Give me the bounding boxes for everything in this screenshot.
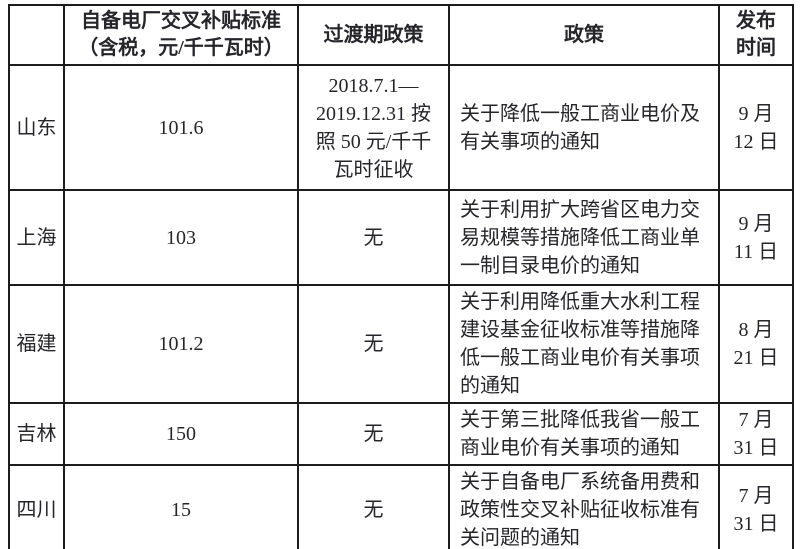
cell-policy: 关于第三批降低我省一般工商业电价有关事项的通知 <box>448 402 720 466</box>
cell-date: 7 月 31 日 <box>718 464 794 549</box>
cell-transition: 无 <box>297 464 450 549</box>
cell-policy: 关于自备电厂系统备用费和政策性交叉补贴征收标准有关问题的通知 <box>448 464 720 549</box>
table-row-jilin: 吉林 150 无 关于第三批降低我省一般工商业电价有关事项的通知 7 月 31 … <box>8 402 794 466</box>
cell-policy: 关于降低一般工商业电价及有关事项的通知 <box>448 64 720 191</box>
cell-transition: 无 <box>297 284 450 404</box>
cell-province: 上海 <box>8 189 65 286</box>
subsidy-policy-table: 自备电厂交叉补贴标准 （含税，元/千千瓦时） 过渡期政策 政策 发布 时间 山东… <box>8 4 794 549</box>
header-row: 自备电厂交叉补贴标准 （含税，元/千千瓦时） 过渡期政策 政策 发布 时间 <box>8 4 794 66</box>
table-row-sichuan: 四川 15 无 关于自备电厂系统备用费和政策性交叉补贴征收标准有关问题的通知 7… <box>8 464 794 549</box>
cell-policy: 关于利用降低重大水利工程建设基金征收标准等措施降低一般工商业电价有关事项的通知 <box>448 284 720 404</box>
cell-policy: 关于利用扩大跨省区电力交易规模等措施降低工商业单一制目录电价的通知 <box>448 189 720 286</box>
table-row-shanghai: 上海 103 无 关于利用扩大跨省区电力交易规模等措施降低工商业单一制目录电价的… <box>8 189 794 286</box>
header-standard: 自备电厂交叉补贴标准 （含税，元/千千瓦时） <box>63 4 299 66</box>
cell-province: 吉林 <box>8 402 65 466</box>
cell-standard: 103 <box>63 189 299 286</box>
cell-province: 四川 <box>8 464 65 549</box>
cell-province: 福建 <box>8 284 65 404</box>
cell-standard: 150 <box>63 402 299 466</box>
cell-date: 8 月 21 日 <box>718 284 794 404</box>
table-row-shandong: 山东 101.6 2018.7.1— 2019.12.31 按 照 50 元/千… <box>8 64 794 191</box>
header-transition: 过渡期政策 <box>297 4 450 66</box>
cell-date: 7 月 31 日 <box>718 402 794 466</box>
cell-province: 山东 <box>8 64 65 191</box>
header-policy: 政策 <box>448 4 720 66</box>
table-row-fujian: 福建 101.2 无 关于利用降低重大水利工程建设基金征收标准等措施降低一般工商… <box>8 284 794 404</box>
cell-date: 9 月 11 日 <box>718 189 794 286</box>
cell-transition: 无 <box>297 189 450 286</box>
header-province <box>8 4 65 66</box>
cell-standard: 101.6 <box>63 64 299 191</box>
header-date: 发布 时间 <box>718 4 794 66</box>
cell-standard: 15 <box>63 464 299 549</box>
cell-transition: 2018.7.1— 2019.12.31 按 照 50 元/千千 瓦时征收 <box>297 64 450 191</box>
cell-transition: 无 <box>297 402 450 466</box>
cell-standard: 101.2 <box>63 284 299 404</box>
cell-date: 9 月 12 日 <box>718 64 794 191</box>
